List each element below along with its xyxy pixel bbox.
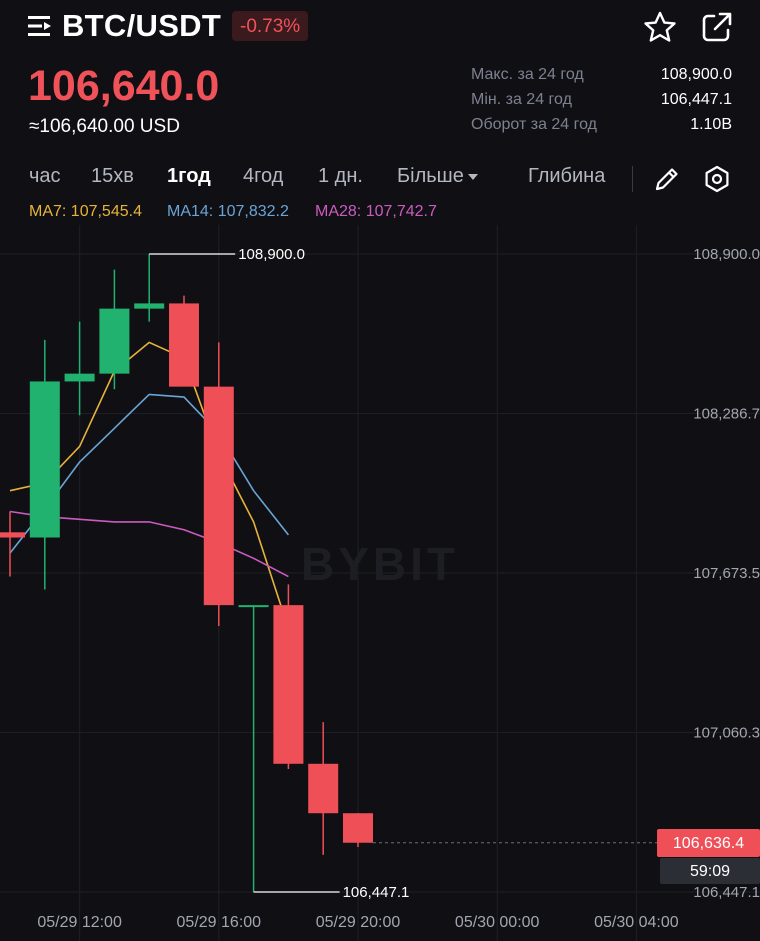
high-marker-label: 108,900.0 [238, 246, 305, 263]
candle-body-down [169, 303, 199, 387]
y-axis-tick-label: 107,060.3 [693, 725, 760, 742]
star-icon[interactable] [642, 10, 678, 44]
tab-time[interactable]: час [29, 165, 61, 187]
pair-title[interactable]: BTC/USDT [62, 8, 222, 43]
tab-more[interactable]: Більше [397, 165, 478, 188]
y-axis-tick-label: 108,900.0 [693, 246, 760, 263]
candle-body-down [203, 386, 234, 606]
tab-depth[interactable]: Глибина [528, 165, 606, 187]
change-badge: -0.73% [232, 11, 309, 41]
candle-body-up [134, 303, 165, 309]
candles [0, 254, 373, 892]
candle-body-down [343, 813, 373, 843]
x-axis-tick-label: 05/30 00:00 [455, 914, 540, 931]
tab-1d[interactable]: 1 дн. [318, 165, 363, 187]
stat-value-low: 106,447.1 [660, 91, 732, 108]
settings-icon[interactable] [702, 164, 732, 194]
stat-label-turnover: Оборот за 24 год [471, 116, 598, 133]
candle-body-down [308, 763, 339, 814]
x-axis-tick-label: 05/30 04:00 [594, 914, 679, 931]
candle-body-down [273, 605, 304, 764]
menu-icon[interactable] [28, 14, 54, 38]
pencil-icon[interactable] [652, 164, 682, 194]
tab-divider [632, 166, 633, 192]
candle-body-up [99, 308, 130, 374]
y-axis-tick-label: 108,286.7 [693, 406, 760, 423]
candle-body-up [29, 381, 60, 538]
x-axis: 05/29 12:00 05/29 16:00 05/29 20:00 05/30 0… [37, 914, 678, 931]
last-price-tag: 106,636.4 [657, 829, 760, 857]
high-low-markers: 108,900.0 106,447.1 [149, 246, 657, 901]
x-axis-tick-label: 05/29 16:00 [177, 914, 262, 931]
tab-15m[interactable]: 15хв [91, 165, 134, 187]
share-icon[interactable] [700, 10, 734, 44]
y-axis-tick-label: 106,447.1 [693, 884, 760, 901]
watermark: BYBIT [301, 538, 459, 590]
low-marker-label: 106,447.1 [343, 884, 410, 901]
tab-more-label: Більше [397, 165, 464, 187]
candlestick-chart[interactable]: BYBIT 108,900.0 106,447.1 108,900.0 108,2… [0, 225, 760, 941]
chevron-down-icon [467, 173, 478, 180]
ma28-label: MA28: 107,742.7 [315, 203, 437, 220]
x-axis-tick-label: 05/29 12:00 [37, 914, 122, 931]
stat-value-high: 108,900.0 [660, 66, 732, 83]
stat-label-low: Мін. за 24 год [471, 91, 572, 108]
x-axis-tick-label: 05/29 20:00 [316, 914, 401, 931]
candle-body-down [0, 532, 25, 538]
stat-value-turnover: 1.10B [690, 116, 732, 133]
y-axis: 108,900.0 108,286.7 107,673.5 107,060.3 106,… [693, 246, 760, 901]
usd-price: ≈106,640.00 USD [29, 116, 180, 137]
candle-body-up [64, 373, 95, 382]
tab-1h[interactable]: 1год [167, 165, 211, 187]
tab-4h[interactable]: 4год [243, 165, 284, 187]
candle-countdown: 59:09 [660, 858, 760, 884]
candle-body-up [238, 605, 269, 608]
last-price: 106,640.0 [28, 62, 220, 110]
y-axis-tick-label: 107,673.5 [693, 565, 760, 582]
ma14-label: MA14: 107,832.2 [167, 203, 289, 220]
ma7-label: MA7: 107,545.4 [29, 203, 142, 220]
stat-label-high: Макс. за 24 год [471, 66, 584, 83]
